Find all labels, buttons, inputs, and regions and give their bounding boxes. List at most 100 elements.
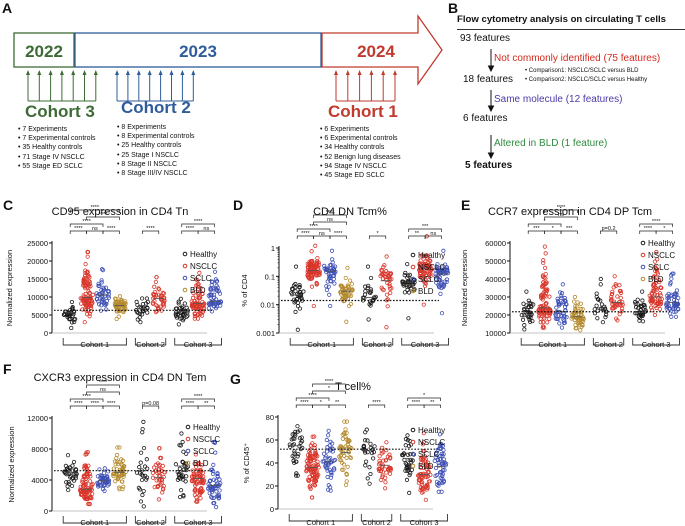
data-point [368,289,374,294]
data-point [120,486,125,492]
cohort-arrow-head [345,70,350,75]
data-point [541,258,546,263]
y-axis-label: Normalized expression [7,426,16,502]
data-point [84,312,90,317]
data-point [387,282,392,287]
data-point [363,289,368,294]
data-point [389,277,394,282]
data-point [140,430,145,435]
data-point [69,325,74,331]
data-point [121,309,126,315]
data-point [79,492,85,497]
data-point [156,286,161,291]
data-point [218,303,223,308]
data-point [561,299,566,304]
data-point [433,473,438,479]
data-point [664,301,669,306]
data-point [538,320,543,325]
data-point [643,308,648,313]
data-point [88,479,93,484]
data-point [436,277,441,282]
cohort-bracket [174,516,222,524]
data-point [347,455,353,460]
data-point [212,295,217,300]
data-point [72,319,77,325]
data-point [214,489,219,494]
cohort-1-item: 52 Benign lung diseases [320,153,400,162]
data-point [329,472,334,477]
significance-bracket [142,230,160,234]
data-point [609,292,614,297]
data-point [105,475,110,480]
data-point [419,487,424,492]
significance-label: ns [203,226,209,232]
significance-label: **** [194,394,203,400]
data-point [154,275,159,280]
data-point [290,454,295,459]
data-point [556,316,561,322]
data-point [541,320,546,325]
data-point [152,465,157,470]
y-tick-label: 50000 [485,257,506,266]
cohort-bracket [62,338,127,346]
data-point [418,456,423,462]
data-point [84,487,90,493]
year-label-2024: 2024 [357,42,395,61]
data-point [141,419,146,424]
cohort-2-title: Cohort 2 [121,98,191,117]
data-point [440,467,446,473]
data-point [640,313,645,318]
significance-label: *** [533,226,540,232]
data-point [654,305,659,311]
data-point [444,277,450,282]
data-point [439,489,444,494]
data-point [111,466,117,471]
data-point [560,282,565,287]
chart-title: CD95 expression in CD4 Tn [52,206,189,218]
data-point [343,286,349,292]
data-point [339,284,345,290]
year-label-2023: 2023 [179,42,217,61]
data-point [84,451,89,457]
data-point [306,274,312,280]
data-point [522,323,527,328]
data-point [88,495,94,500]
significance-bracket [102,230,120,234]
data-point [421,456,426,461]
cohort-label: Cohort 1 [538,340,567,349]
data-point [640,298,645,303]
legend-marker [410,439,416,445]
significance-bracket [639,223,673,227]
data-point [155,484,160,489]
data-point [312,452,318,457]
data-point [436,463,442,468]
data-point [101,470,107,475]
data-point [612,274,617,279]
data-point [324,437,329,443]
data-point [343,444,348,449]
data-point [88,303,94,309]
cohort-label: Cohort 2 [136,518,165,526]
data-point [408,471,413,476]
data-point [292,460,297,465]
data-point [297,306,303,311]
data-point [151,292,157,297]
data-point [384,254,389,259]
data-point [633,311,638,316]
chart-cxcr3-cd4-dn-tem: CXCR3 expression in CD4 DN Tem 0 4000 8000 1… [7,372,223,526]
data-point [673,314,679,319]
legend-marker [410,427,416,433]
data-point [343,482,349,487]
data-point [520,317,526,322]
data-point [676,306,681,311]
data-point [190,304,196,309]
data-point [198,295,203,300]
data-point [138,311,143,316]
data-point [441,457,447,462]
data-point [406,316,411,321]
data-point [619,309,624,314]
legend-label-bld: BLD [190,286,206,295]
y-axis-label: Normalized expression [5,250,14,326]
data-point [422,279,427,284]
